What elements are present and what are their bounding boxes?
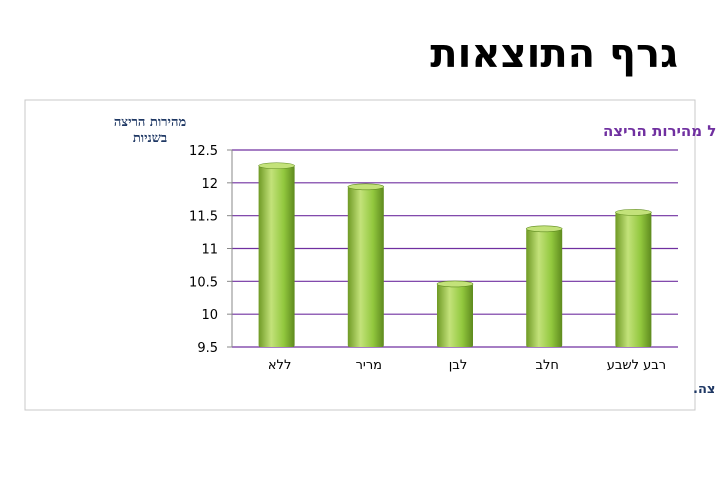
bar-cap bbox=[258, 162, 295, 170]
y-tick-label: 10.5 bbox=[189, 275, 218, 290]
category-labels: ללא מריר לבן חלב רבע לשבע bbox=[268, 358, 666, 373]
y-tick-label: 9.5 bbox=[197, 341, 218, 356]
y-tick-label: 12.5 bbox=[189, 144, 218, 159]
bar-cap bbox=[525, 225, 563, 233]
category-label: רבע לשבע bbox=[607, 358, 666, 373]
y-axis-label-line-2: בשניות bbox=[133, 131, 167, 146]
gridlines bbox=[227, 149, 678, 348]
bar bbox=[526, 228, 563, 347]
bar bbox=[347, 186, 384, 347]
y-tick-label: 10 bbox=[201, 308, 218, 323]
x-axis-label: סוג השוקולד הנאכל לפני הריצה. bbox=[693, 382, 716, 397]
category-label: ללא bbox=[268, 358, 291, 373]
bar-cap bbox=[436, 280, 474, 288]
bars bbox=[258, 162, 652, 347]
y-tick-label: 11 bbox=[201, 243, 218, 258]
bar-cap bbox=[347, 183, 385, 191]
category-label: חלב bbox=[535, 358, 558, 373]
y-tick-labels: 12.5 12 11.5 11 10.5 10 9.5 bbox=[189, 144, 218, 356]
bar bbox=[437, 283, 473, 347]
bar bbox=[615, 212, 652, 347]
y-tick-label: 12 bbox=[201, 177, 218, 192]
y-tick-label: 11.5 bbox=[189, 210, 218, 225]
bar-cap bbox=[615, 209, 652, 216]
chart-title: השפעת סוג השוקולד על מהירות הריצה bbox=[603, 122, 716, 140]
y-axis-label-line-1: מהירות הריצה bbox=[114, 115, 187, 130]
category-label: לבן bbox=[449, 358, 467, 373]
category-label: מריר bbox=[356, 358, 382, 373]
page-title: גרף התוצאות bbox=[430, 31, 678, 77]
bar bbox=[258, 165, 295, 347]
